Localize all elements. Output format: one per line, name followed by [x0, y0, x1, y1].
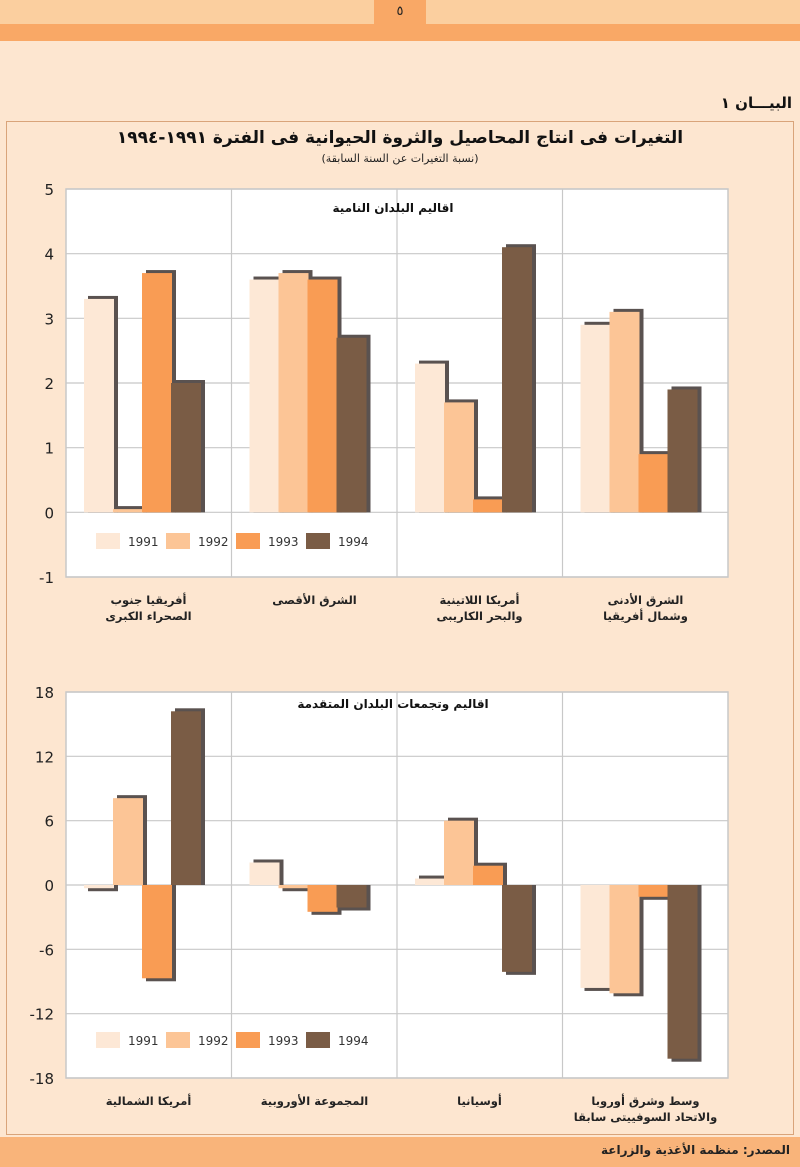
figure-label: البيـــان ١ — [720, 94, 792, 112]
y-tick-label: 0 — [44, 504, 54, 522]
legend-label: 1993 — [268, 535, 299, 549]
bar-1994 — [171, 711, 201, 885]
category-label: الشرق الأدنى وشمال أفريقيا — [603, 593, 688, 623]
bar-1994 — [336, 337, 367, 513]
legend-swatch-1993 — [236, 1032, 260, 1048]
bar-1992 — [278, 885, 309, 889]
bar-1994 — [667, 389, 698, 513]
bar-1991 — [580, 324, 611, 513]
y-tick-label: 4 — [44, 246, 54, 264]
bar-1991 — [84, 885, 114, 889]
legend-label: 1994 — [338, 1034, 369, 1048]
panel-title: اقاليم وتجمعات البلدان المتقدمة — [297, 697, 488, 712]
category-label: المجموعة الأوروبية — [260, 1094, 369, 1108]
y-tick-label: 1 — [44, 440, 54, 458]
source-band: المصدر: منظمة الأغذية والزراعة — [0, 1137, 800, 1167]
legend-label: 1994 — [338, 535, 369, 549]
bar-1994 — [502, 247, 532, 513]
category-label: أمريكا اللاتينية والبحر الكاريبى — [436, 593, 523, 623]
category-label: أوسيانيا — [457, 1094, 502, 1108]
y-tick-label: -1 — [39, 569, 54, 587]
bar-1993 — [307, 885, 338, 912]
legend-label: 1991 — [128, 1034, 159, 1048]
bar-1994 — [336, 885, 367, 908]
source-note: المصدر: منظمة الأغذية والزراعة — [601, 1143, 790, 1157]
bar-1992 — [444, 820, 474, 885]
bar-1991 — [249, 279, 280, 513]
bar-1994 — [171, 383, 201, 513]
bar-1993 — [473, 865, 503, 885]
y-tick-label: 2 — [44, 375, 54, 393]
bar-1991 — [415, 363, 445, 513]
bar-1993 — [142, 273, 172, 513]
header-band — [0, 24, 800, 41]
y-tick-label: -18 — [30, 1070, 55, 1088]
bar-1993 — [307, 279, 338, 513]
bar-1993 — [142, 885, 172, 979]
chart-subtitle: (نسبة التغيرات عن السنة السابقة) — [321, 152, 479, 165]
y-tick-label: 12 — [35, 748, 54, 766]
bar-1991 — [84, 298, 114, 513]
legend-label: 1992 — [198, 1034, 229, 1048]
page-number: ٥ — [374, 0, 426, 24]
panel-title: اقاليم البلدان النامية — [333, 201, 454, 215]
bar-1994 — [667, 885, 698, 1059]
legend-swatch-1991 — [96, 1032, 120, 1048]
legend-label: 1992 — [198, 535, 229, 549]
bar-1994 — [502, 885, 532, 972]
category-label: أمريكا الشمالية — [105, 1094, 192, 1108]
bar-1992 — [278, 273, 309, 513]
y-tick-label: 0 — [44, 877, 54, 895]
bar-1993 — [638, 885, 669, 897]
legend-label: 1991 — [128, 535, 159, 549]
y-tick-label: -12 — [30, 1006, 55, 1024]
category-label: الشرق الأقصى — [272, 593, 357, 607]
bar-1992 — [444, 402, 474, 513]
y-tick-label: 5 — [44, 181, 54, 199]
bar-1991 — [580, 885, 611, 988]
category-label: أفريقيا جنوب الصحراء الكبرى — [105, 593, 192, 623]
y-tick-label: 3 — [44, 310, 54, 328]
y-tick-label: -6 — [39, 941, 54, 959]
legend-label: 1993 — [268, 1034, 299, 1048]
bar-1992 — [113, 509, 143, 513]
bar-1992 — [609, 885, 640, 994]
bar-1993 — [638, 454, 669, 513]
chart-title: التغيرات فى انتاج المحاصيل والثروة الحيو… — [116, 128, 684, 148]
y-tick-label: 18 — [35, 684, 54, 702]
legend-swatch-1992 — [166, 533, 190, 549]
bar-1993 — [473, 499, 503, 513]
category-label: وسط وشرق أوروبا والاتحاد السوفييتى سابقا — [573, 1094, 718, 1124]
figure-frame — [6, 121, 794, 1135]
bar-1992 — [609, 311, 640, 513]
legend-swatch-1991 — [96, 533, 120, 549]
y-tick-label: 6 — [44, 813, 54, 831]
legend-swatch-1993 — [236, 533, 260, 549]
bar-1991 — [249, 862, 280, 885]
bar-1992 — [113, 798, 143, 885]
legend-swatch-1992 — [166, 1032, 190, 1048]
legend-swatch-1994 — [306, 1032, 330, 1048]
legend-swatch-1994 — [306, 533, 330, 549]
bar-1991 — [415, 878, 445, 885]
